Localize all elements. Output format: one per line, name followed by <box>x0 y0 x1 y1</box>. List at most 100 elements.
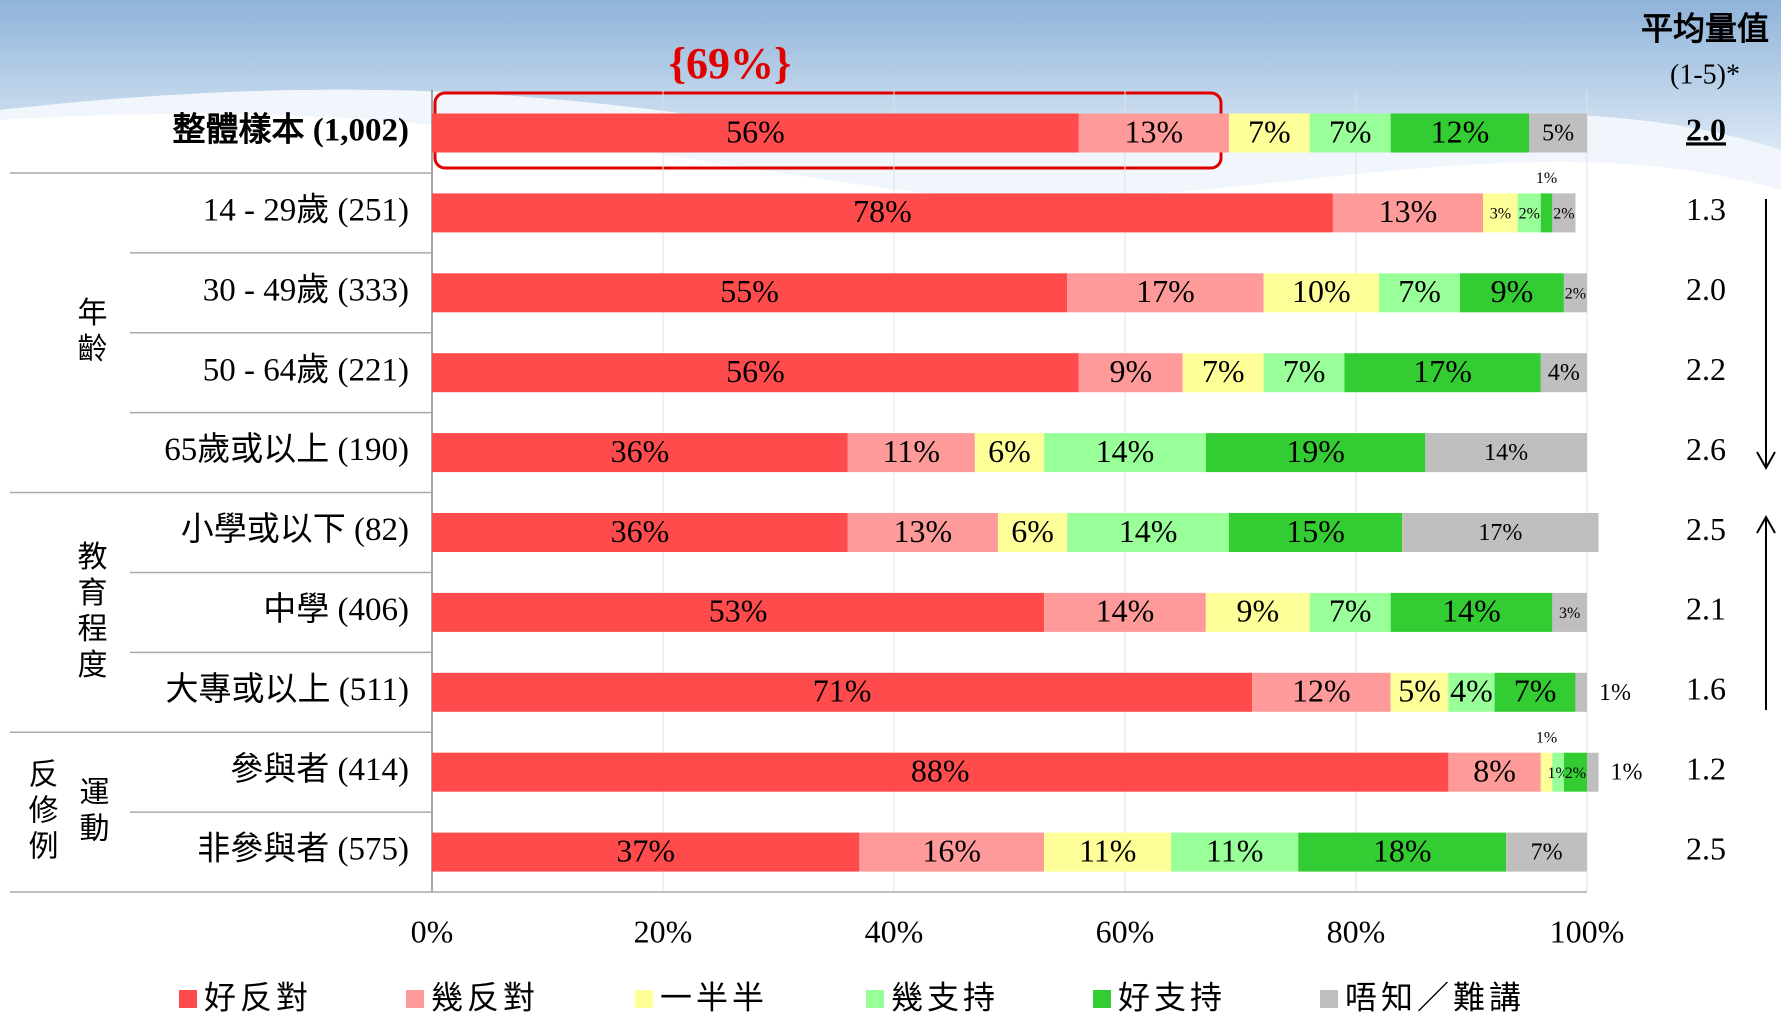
bar-segment <box>1540 193 1553 233</box>
value-label: 1% <box>1536 170 1557 187</box>
bar-segment <box>1044 832 1172 872</box>
mean-value: 2.1 <box>1686 591 1726 627</box>
x-tick-label: 100% <box>1550 913 1625 949</box>
bar-segment <box>432 592 1045 632</box>
mean-subheader: (1-5)* <box>1670 59 1740 90</box>
category-label: 非參與者 (575) <box>197 831 409 868</box>
bar-segment <box>1182 353 1264 393</box>
mean-value: 2.0 <box>1686 111 1726 147</box>
bar-segment <box>1298 832 1507 872</box>
trend-arrows <box>1756 199 1776 710</box>
legend-swatch <box>1320 990 1338 1008</box>
value-label: 9% <box>1491 273 1534 309</box>
group-label: 運動 <box>75 776 109 848</box>
value-label: 7% <box>1329 113 1372 149</box>
value-label: 36% <box>611 513 670 549</box>
value-label: 1% <box>1599 680 1631 706</box>
x-tick-label: 40% <box>865 913 924 949</box>
value-label: 7% <box>1202 353 1245 389</box>
value-label: 3% <box>1490 206 1511 223</box>
value-label: 13% <box>894 513 953 549</box>
value-label: 14% <box>1484 440 1528 466</box>
value-label: 4% <box>1450 673 1493 709</box>
category-label: 參與者 (414) <box>230 751 409 788</box>
value-label: 8% <box>1473 753 1516 789</box>
bar-segment <box>1529 113 1587 153</box>
value-label: 13% <box>1379 193 1438 229</box>
legend-swatch <box>635 990 653 1008</box>
bar-segment <box>1494 672 1576 712</box>
bar-segment <box>1263 273 1380 313</box>
bar-segment <box>432 353 1079 393</box>
value-label: 36% <box>611 433 670 469</box>
legend-label: 唔知／難講 <box>1345 979 1525 1015</box>
value-label: 12% <box>1292 673 1351 709</box>
bar-segment <box>1552 592 1587 632</box>
category-label: 14 - 29歲 (251) <box>203 191 409 228</box>
value-label: 14% <box>1096 433 1155 469</box>
value-label: 19% <box>1286 433 1345 469</box>
legend-label: 一半半 <box>660 979 768 1015</box>
category-label: 中學 (406) <box>263 591 409 628</box>
bar-segment <box>1309 592 1391 632</box>
mean-value: 1.6 <box>1686 671 1726 707</box>
value-label: 71% <box>813 673 872 709</box>
value-label: 14% <box>1442 593 1501 629</box>
bar-segment <box>1379 273 1460 313</box>
bar-segment <box>432 113 1079 153</box>
mean-value: 2.5 <box>1686 511 1726 547</box>
bar-segment <box>1402 513 1599 552</box>
value-label: 5% <box>1398 673 1441 709</box>
background-wave <box>0 0 1781 150</box>
bar-segment <box>1425 433 1587 473</box>
bar-segment <box>1540 752 1553 792</box>
value-label: 17% <box>1478 520 1522 546</box>
value-label: 4% <box>1548 360 1580 386</box>
value-label: 7% <box>1248 113 1291 149</box>
value-label: 13% <box>1125 113 1184 149</box>
x-tick-label: 0% <box>411 913 454 949</box>
value-label: 7% <box>1329 593 1372 629</box>
value-label: 1% <box>1536 729 1557 746</box>
value-label: 7% <box>1283 353 1326 389</box>
bar-segment <box>1067 273 1264 313</box>
value-label: 9% <box>1236 593 1279 629</box>
value-label: 11% <box>883 433 940 469</box>
bar-segment <box>1067 513 1229 552</box>
bar-segment <box>1448 752 1541 792</box>
category-label: 30 - 49歲 (333) <box>203 271 409 308</box>
mean-value: 2.2 <box>1686 351 1726 387</box>
mean-value: 2.0 <box>1686 271 1726 307</box>
bar-segment <box>847 513 998 552</box>
bar-segment <box>1390 592 1553 632</box>
mean-header: 平均量值 <box>1641 10 1769 46</box>
bar-segment <box>997 513 1068 552</box>
bar-segment <box>1552 193 1576 233</box>
bar-segment <box>1575 672 1587 712</box>
group-label: 教育程度 <box>73 540 108 684</box>
value-label: 15% <box>1286 513 1345 549</box>
bar-segment <box>1205 592 1310 632</box>
bar-segment <box>1252 672 1391 712</box>
value-label: 1% <box>1547 765 1568 782</box>
value-label: 2% <box>1553 206 1574 223</box>
value-label: 56% <box>726 113 785 149</box>
bar-segment <box>974 433 1045 473</box>
legend-swatch <box>406 990 424 1008</box>
group-label: 年齡 <box>73 297 107 369</box>
bar-segment <box>1563 752 1587 792</box>
value-label: 2% <box>1565 765 1586 782</box>
mean-value: 2.6 <box>1686 431 1726 467</box>
category-label: 小學或以下 (82) <box>181 511 409 548</box>
value-label: 9% <box>1109 353 1152 389</box>
bar-segment <box>1483 193 1518 233</box>
bar-segment <box>1517 193 1541 233</box>
legend-swatch <box>179 990 197 1008</box>
mean-value: 1.3 <box>1686 191 1726 227</box>
bar-segment <box>859 832 1045 872</box>
bar-segment <box>432 433 848 473</box>
legend-label: 幾反對 <box>431 979 539 1015</box>
value-label: 56% <box>726 353 785 389</box>
bar-segment <box>1044 433 1206 473</box>
